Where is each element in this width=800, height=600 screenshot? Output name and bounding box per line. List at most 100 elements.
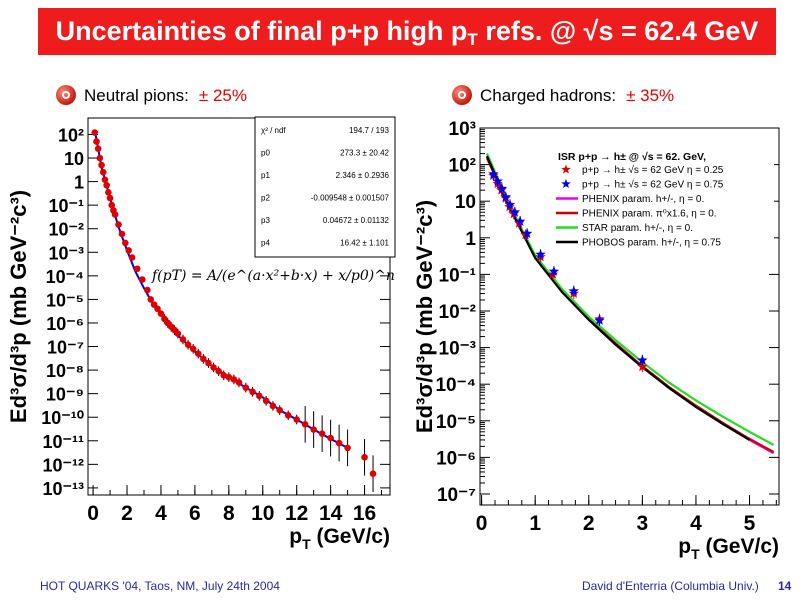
star-data-point	[504, 199, 516, 210]
x-tick-label: 10	[251, 502, 274, 525]
data-point	[284, 412, 292, 419]
data-point	[144, 286, 151, 294]
page-number: 14	[778, 579, 792, 593]
data-point	[154, 305, 161, 313]
data-point	[256, 392, 263, 400]
bullet-label: Charged hadrons:	[480, 86, 617, 105]
data-point	[327, 434, 334, 442]
legend-entry: PHENIX param. h+/-, η = 0.	[582, 194, 704, 205]
data-point	[138, 276, 146, 283]
x-tick-label: 16	[353, 502, 376, 525]
y-tick-label: 10⁻⁷	[47, 338, 84, 358]
title-main: Uncertainties of final p+p high p	[55, 16, 468, 46]
x-tick-label: 2	[121, 502, 133, 525]
fit-stat-value: 2.346 ± 0.2936	[336, 171, 390, 180]
fit-stat-value: 0.04672 ± 0.01132	[323, 216, 390, 225]
data-point	[111, 211, 119, 218]
y-tick-label: 10⁻⁵	[436, 412, 476, 433]
parametrization-line	[485, 155, 751, 441]
data-point	[128, 254, 136, 261]
data-point	[194, 350, 202, 357]
y-tick-label: 1	[465, 229, 476, 250]
y-tick-label: 10⁻¹	[48, 196, 84, 216]
y-tick-label: 10⁻¹⁰	[41, 408, 84, 428]
y-tick-label: 10⁻⁴	[46, 267, 84, 287]
data-point	[310, 426, 317, 433]
data-point	[335, 439, 343, 447]
star-data-point	[637, 354, 648, 365]
x-tick-label: 3	[637, 512, 649, 535]
y-tick-label: 10³	[449, 119, 476, 140]
star-data-point	[568, 285, 579, 296]
data-point	[94, 145, 102, 152]
data-point	[99, 168, 107, 176]
y-axis-title: Ed³σ/d³p (mb GeV⁻²c³)	[6, 190, 31, 423]
data-point	[276, 406, 284, 414]
data-point	[133, 265, 141, 273]
legend-entry: PHOBOS param. h+/-, η = 0.75	[582, 238, 721, 249]
y-tick-label: 10	[455, 192, 476, 213]
y-tick-label: 10⁻³	[439, 339, 477, 360]
fit-stat-value: 194.7 / 193	[349, 126, 390, 135]
star-data-point	[594, 315, 605, 325]
data-point	[105, 189, 112, 196]
data-point	[205, 359, 212, 367]
data-point	[189, 345, 197, 353]
plot-frame	[87, 117, 391, 496]
bullet-icon	[56, 85, 76, 105]
x-tick-label: 0	[476, 512, 488, 535]
data-point	[98, 161, 105, 169]
data-point	[215, 367, 222, 375]
parametrization-line	[485, 153, 775, 446]
fit-stat-label: p1	[261, 171, 270, 180]
footer-author: David d'Enterria (Columbia Univ.)	[582, 579, 759, 593]
data-point	[210, 364, 217, 371]
y-tick-label: 10⁻⁹	[46, 385, 84, 405]
bullet-neutral-pions: Neutral pions: ± 25%	[56, 85, 247, 106]
legend-marker	[561, 164, 571, 174]
y-tick-label: 10⁻⁶	[436, 448, 476, 469]
uncertainty-value: ± 25%	[198, 86, 247, 105]
x-tick-label: 0	[87, 502, 99, 525]
fit-stat-label: p3	[261, 216, 270, 225]
star-data-point	[515, 215, 526, 226]
star-data-point	[500, 191, 511, 202]
data-point	[115, 221, 122, 228]
y-tick-label: 10²	[58, 125, 84, 145]
legend-entry: p+p → h± √s = 62 GeV η = 0.75	[582, 179, 724, 191]
data-point	[293, 416, 300, 423]
x-tick-label: 6	[189, 502, 201, 525]
bullet-icon	[452, 85, 472, 105]
data-point	[91, 129, 99, 136]
legend-marker	[561, 179, 571, 188]
star-data-point	[492, 175, 503, 186]
y-tick-label: 10⁻²	[48, 220, 84, 240]
star-data-point	[496, 183, 508, 194]
star-data-point	[548, 266, 560, 276]
data-point	[361, 453, 368, 461]
y-tick-label: 1	[74, 173, 84, 193]
data-point	[242, 384, 250, 391]
y-tick-label: 10⁻⁶	[46, 314, 84, 334]
star-data-point	[637, 361, 648, 372]
data-point	[230, 376, 238, 383]
fit-stat-label: p2	[261, 194, 270, 203]
title-subscript: T	[467, 30, 478, 49]
data-point	[108, 201, 116, 209]
y-tick-label: 10⁻⁴	[435, 375, 476, 396]
data-point	[369, 470, 377, 478]
bullet-charged-hadrons: Charged hadrons: ± 35%	[452, 85, 674, 106]
legend-entry: PHENIX param. π⁰x1.6, η = 0.	[582, 209, 717, 220]
data-point	[122, 239, 129, 247]
x-tick-label: 8	[223, 502, 235, 525]
data-point	[118, 230, 126, 238]
data-point	[249, 388, 256, 396]
data-point	[200, 355, 207, 363]
data-point	[225, 373, 233, 381]
legend-title: ISR p+p → h± @ √s = 62. GeV,	[558, 151, 706, 163]
fit-stat-value: -0.009548 ± 0.001507	[311, 194, 390, 203]
data-point	[301, 421, 309, 428]
legend-box	[552, 147, 774, 253]
